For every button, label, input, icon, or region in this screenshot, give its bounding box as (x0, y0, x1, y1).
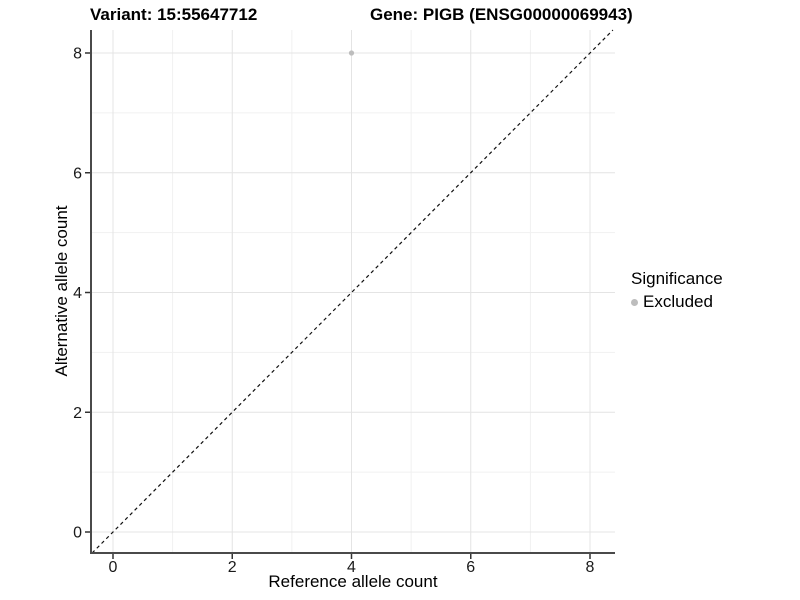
y-tick-label: 8 (73, 46, 82, 63)
legend: Significance Excluded (631, 269, 723, 312)
legend-entry-label: Excluded (643, 292, 713, 311)
data-point-excluded (348, 50, 355, 56)
identity-reference-line (91, 29, 614, 554)
legend-entry-excluded: Excluded (631, 292, 723, 312)
y-tick-label: 4 (73, 285, 82, 302)
x-tick-label: 4 (347, 559, 356, 576)
gene-title: Gene: PIGB (ENSG00000069943) (370, 5, 633, 24)
x-tick-label: 8 (586, 559, 595, 576)
x-tick-label: 2 (228, 559, 237, 576)
x-tick-label: 6 (466, 559, 475, 576)
excluded-point-icon (631, 298, 638, 306)
y-tick-label: 0 (73, 525, 82, 542)
x-tick-label: 0 (109, 559, 118, 576)
y-axis-title: Alternative allele count (52, 205, 71, 377)
y-tick-label: 6 (73, 165, 82, 182)
legend-title: Significance (631, 269, 723, 288)
y-tick-label: 2 (73, 405, 82, 422)
variant-title: Variant: 15:55647712 (90, 5, 258, 24)
x-axis-title: Reference allele count (268, 572, 438, 591)
